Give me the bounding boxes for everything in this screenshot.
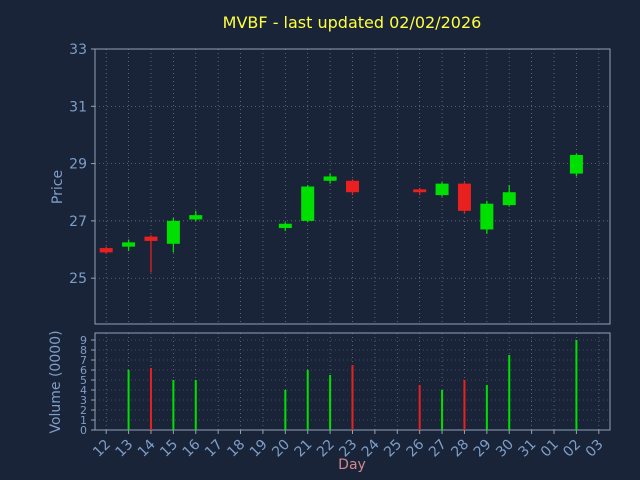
svg-text:21: 21 — [292, 437, 316, 461]
svg-text:19: 19 — [247, 437, 271, 461]
svg-text:27: 27 — [426, 437, 450, 461]
volume-axis-label: Volume (0000) — [48, 330, 64, 433]
svg-text:02: 02 — [560, 437, 584, 461]
day-axis-label: Day — [338, 457, 366, 473]
chart-title: MVBF - last updated 02/02/2026 — [223, 13, 482, 32]
svg-text:14: 14 — [135, 436, 159, 460]
svg-text:5: 5 — [80, 374, 87, 387]
svg-text:31: 31 — [69, 99, 87, 115]
svg-text:31: 31 — [516, 437, 540, 461]
price-candles — [99, 153, 583, 273]
tick-marks-and-labels: 2527293133012345678912131415161718192021… — [69, 42, 606, 460]
svg-text:30: 30 — [493, 437, 517, 461]
svg-text:15: 15 — [157, 437, 181, 461]
svg-text:1: 1 — [80, 414, 87, 427]
svg-text:8: 8 — [80, 344, 87, 357]
svg-text:3: 3 — [80, 394, 87, 407]
svg-text:9: 9 — [80, 334, 87, 347]
svg-text:0: 0 — [80, 424, 87, 437]
svg-text:2: 2 — [80, 404, 87, 417]
svg-text:29: 29 — [69, 157, 87, 173]
svg-text:4: 4 — [80, 384, 87, 397]
svg-text:26: 26 — [404, 436, 428, 460]
svg-text:16: 16 — [180, 436, 204, 460]
svg-text:03: 03 — [583, 437, 607, 461]
price-axis-label: Price — [50, 170, 66, 204]
svg-text:18: 18 — [224, 437, 248, 461]
svg-text:7: 7 — [80, 354, 87, 367]
svg-text:20: 20 — [269, 437, 293, 461]
svg-text:22: 22 — [314, 437, 338, 461]
svg-text:12: 12 — [90, 437, 114, 461]
svg-text:25: 25 — [69, 271, 87, 287]
svg-text:17: 17 — [202, 437, 226, 461]
svg-text:27: 27 — [69, 214, 87, 230]
svg-text:01: 01 — [538, 437, 562, 461]
svg-text:25: 25 — [381, 437, 405, 461]
volume-bars — [127, 340, 578, 430]
svg-text:28: 28 — [448, 437, 472, 461]
svg-text:29: 29 — [471, 437, 495, 461]
svg-text:6: 6 — [80, 364, 87, 377]
svg-text:33: 33 — [69, 42, 87, 58]
svg-text:13: 13 — [112, 437, 136, 461]
